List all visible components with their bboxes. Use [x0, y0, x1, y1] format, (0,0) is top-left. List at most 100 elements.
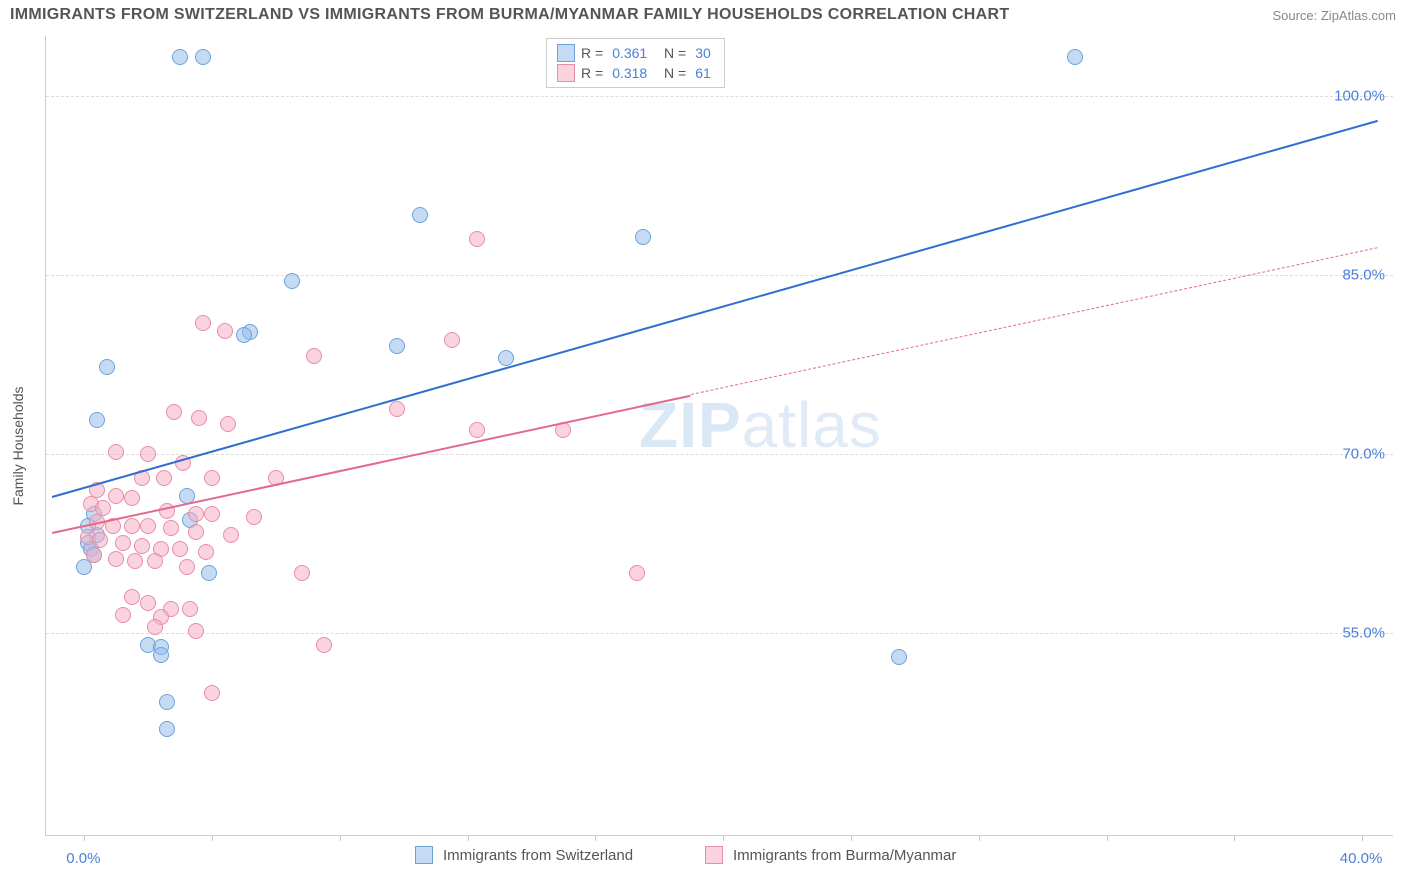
source-attribution: Source: ZipAtlas.com — [1272, 8, 1396, 23]
legend-swatch — [557, 64, 575, 82]
legend-r-value: 0.361 — [609, 45, 650, 61]
data-point-switzerland — [201, 565, 217, 581]
x-tick — [468, 835, 469, 841]
data-point-burma — [188, 524, 204, 540]
data-point-switzerland — [99, 359, 115, 375]
data-point-switzerland — [891, 649, 907, 665]
data-point-burma — [172, 541, 188, 557]
data-point-burma — [124, 490, 140, 506]
data-point-burma — [124, 518, 140, 534]
data-point-burma — [306, 348, 322, 364]
data-point-switzerland — [195, 49, 211, 65]
trend-line-dashed — [691, 247, 1378, 395]
x-tick — [1362, 835, 1363, 841]
title-bar: IMMIGRANTS FROM SWITZERLAND VS IMMIGRANT… — [0, 0, 1406, 28]
source-label: Source: — [1272, 8, 1320, 23]
legend-n-label: N = — [656, 45, 686, 61]
watermark-bold: ZIP — [639, 389, 742, 461]
legend-row-switzerland: R =0.361 N =30 — [557, 43, 714, 63]
legend-swatch — [705, 846, 723, 864]
y-axis-label: Family Households — [10, 386, 26, 505]
data-point-burma — [134, 538, 150, 554]
data-point-switzerland — [236, 327, 252, 343]
data-point-burma — [217, 323, 233, 339]
legend-series-label: Immigrants from Burma/Myanmar — [733, 847, 956, 864]
data-point-switzerland — [389, 338, 405, 354]
data-point-burma — [86, 547, 102, 563]
legend-series-burma: Immigrants from Burma/Myanmar — [705, 846, 956, 864]
data-point-burma — [115, 535, 131, 551]
data-point-burma — [127, 553, 143, 569]
legend-r-value: 0.318 — [609, 65, 650, 81]
x-tick — [979, 835, 980, 841]
y-tick-label: 55.0% — [1342, 625, 1385, 642]
legend-series-switzerland: Immigrants from Switzerland — [415, 846, 633, 864]
data-point-burma — [140, 595, 156, 611]
data-point-burma — [204, 506, 220, 522]
data-point-burma — [166, 404, 182, 420]
data-point-burma — [147, 619, 163, 635]
legend-swatch — [415, 846, 433, 864]
data-point-burma — [182, 601, 198, 617]
legend-swatch — [557, 44, 575, 62]
x-tick — [1234, 835, 1235, 841]
legend-statistics: R =0.361 N =30R =0.318 N =61 — [546, 38, 725, 88]
data-point-burma — [246, 509, 262, 525]
trend-line — [52, 120, 1378, 498]
x-tick-label: 0.0% — [66, 850, 100, 867]
legend-n-label: N = — [656, 65, 686, 81]
y-tick-label: 100.0% — [1334, 87, 1385, 104]
gridline — [46, 96, 1393, 97]
legend-n-value: 61 — [692, 65, 714, 81]
data-point-burma — [188, 623, 204, 639]
gridline — [46, 633, 1393, 634]
data-point-burma — [191, 410, 207, 426]
source-link[interactable]: ZipAtlas.com — [1321, 8, 1396, 23]
data-point-switzerland — [498, 350, 514, 366]
data-point-burma — [204, 470, 220, 486]
data-point-burma — [115, 607, 131, 623]
x-tick — [851, 835, 852, 841]
data-point-burma — [316, 637, 332, 653]
data-point-burma — [223, 527, 239, 543]
data-point-burma — [195, 315, 211, 331]
data-point-burma — [163, 520, 179, 536]
data-point-switzerland — [89, 412, 105, 428]
data-point-switzerland — [1067, 49, 1083, 65]
y-tick-label: 70.0% — [1342, 445, 1385, 462]
data-point-burma — [389, 401, 405, 417]
legend-row-burma: R = 0.318 N = 61 — [557, 63, 714, 83]
data-point-burma — [444, 332, 460, 348]
data-point-burma — [108, 551, 124, 567]
data-point-burma — [220, 416, 236, 432]
x-tick — [723, 835, 724, 841]
chart-title: IMMIGRANTS FROM SWITZERLAND VS IMMIGRANT… — [10, 6, 1009, 24]
data-point-burma — [108, 488, 124, 504]
data-point-burma — [140, 446, 156, 462]
data-point-switzerland — [159, 694, 175, 710]
x-tick — [84, 835, 85, 841]
y-tick-label: 85.0% — [1342, 266, 1385, 283]
data-point-burma — [469, 422, 485, 438]
x-tick — [595, 835, 596, 841]
data-point-switzerland — [172, 49, 188, 65]
data-point-burma — [629, 565, 645, 581]
data-point-switzerland — [153, 647, 169, 663]
x-tick — [212, 835, 213, 841]
gridline — [46, 454, 1393, 455]
data-point-switzerland — [412, 207, 428, 223]
data-point-burma — [198, 544, 214, 560]
legend-series-label: Immigrants from Switzerland — [443, 847, 633, 864]
x-tick — [1107, 835, 1108, 841]
data-point-burma — [188, 506, 204, 522]
legend-r-label: R = — [581, 65, 603, 81]
data-point-burma — [156, 470, 172, 486]
data-point-burma — [469, 231, 485, 247]
data-point-switzerland — [159, 721, 175, 737]
data-point-burma — [204, 685, 220, 701]
data-point-burma — [140, 518, 156, 534]
legend-r-label: R = — [581, 45, 603, 61]
watermark-thin: atlas — [742, 389, 882, 461]
trend-line — [52, 394, 691, 533]
data-point-burma — [124, 589, 140, 605]
